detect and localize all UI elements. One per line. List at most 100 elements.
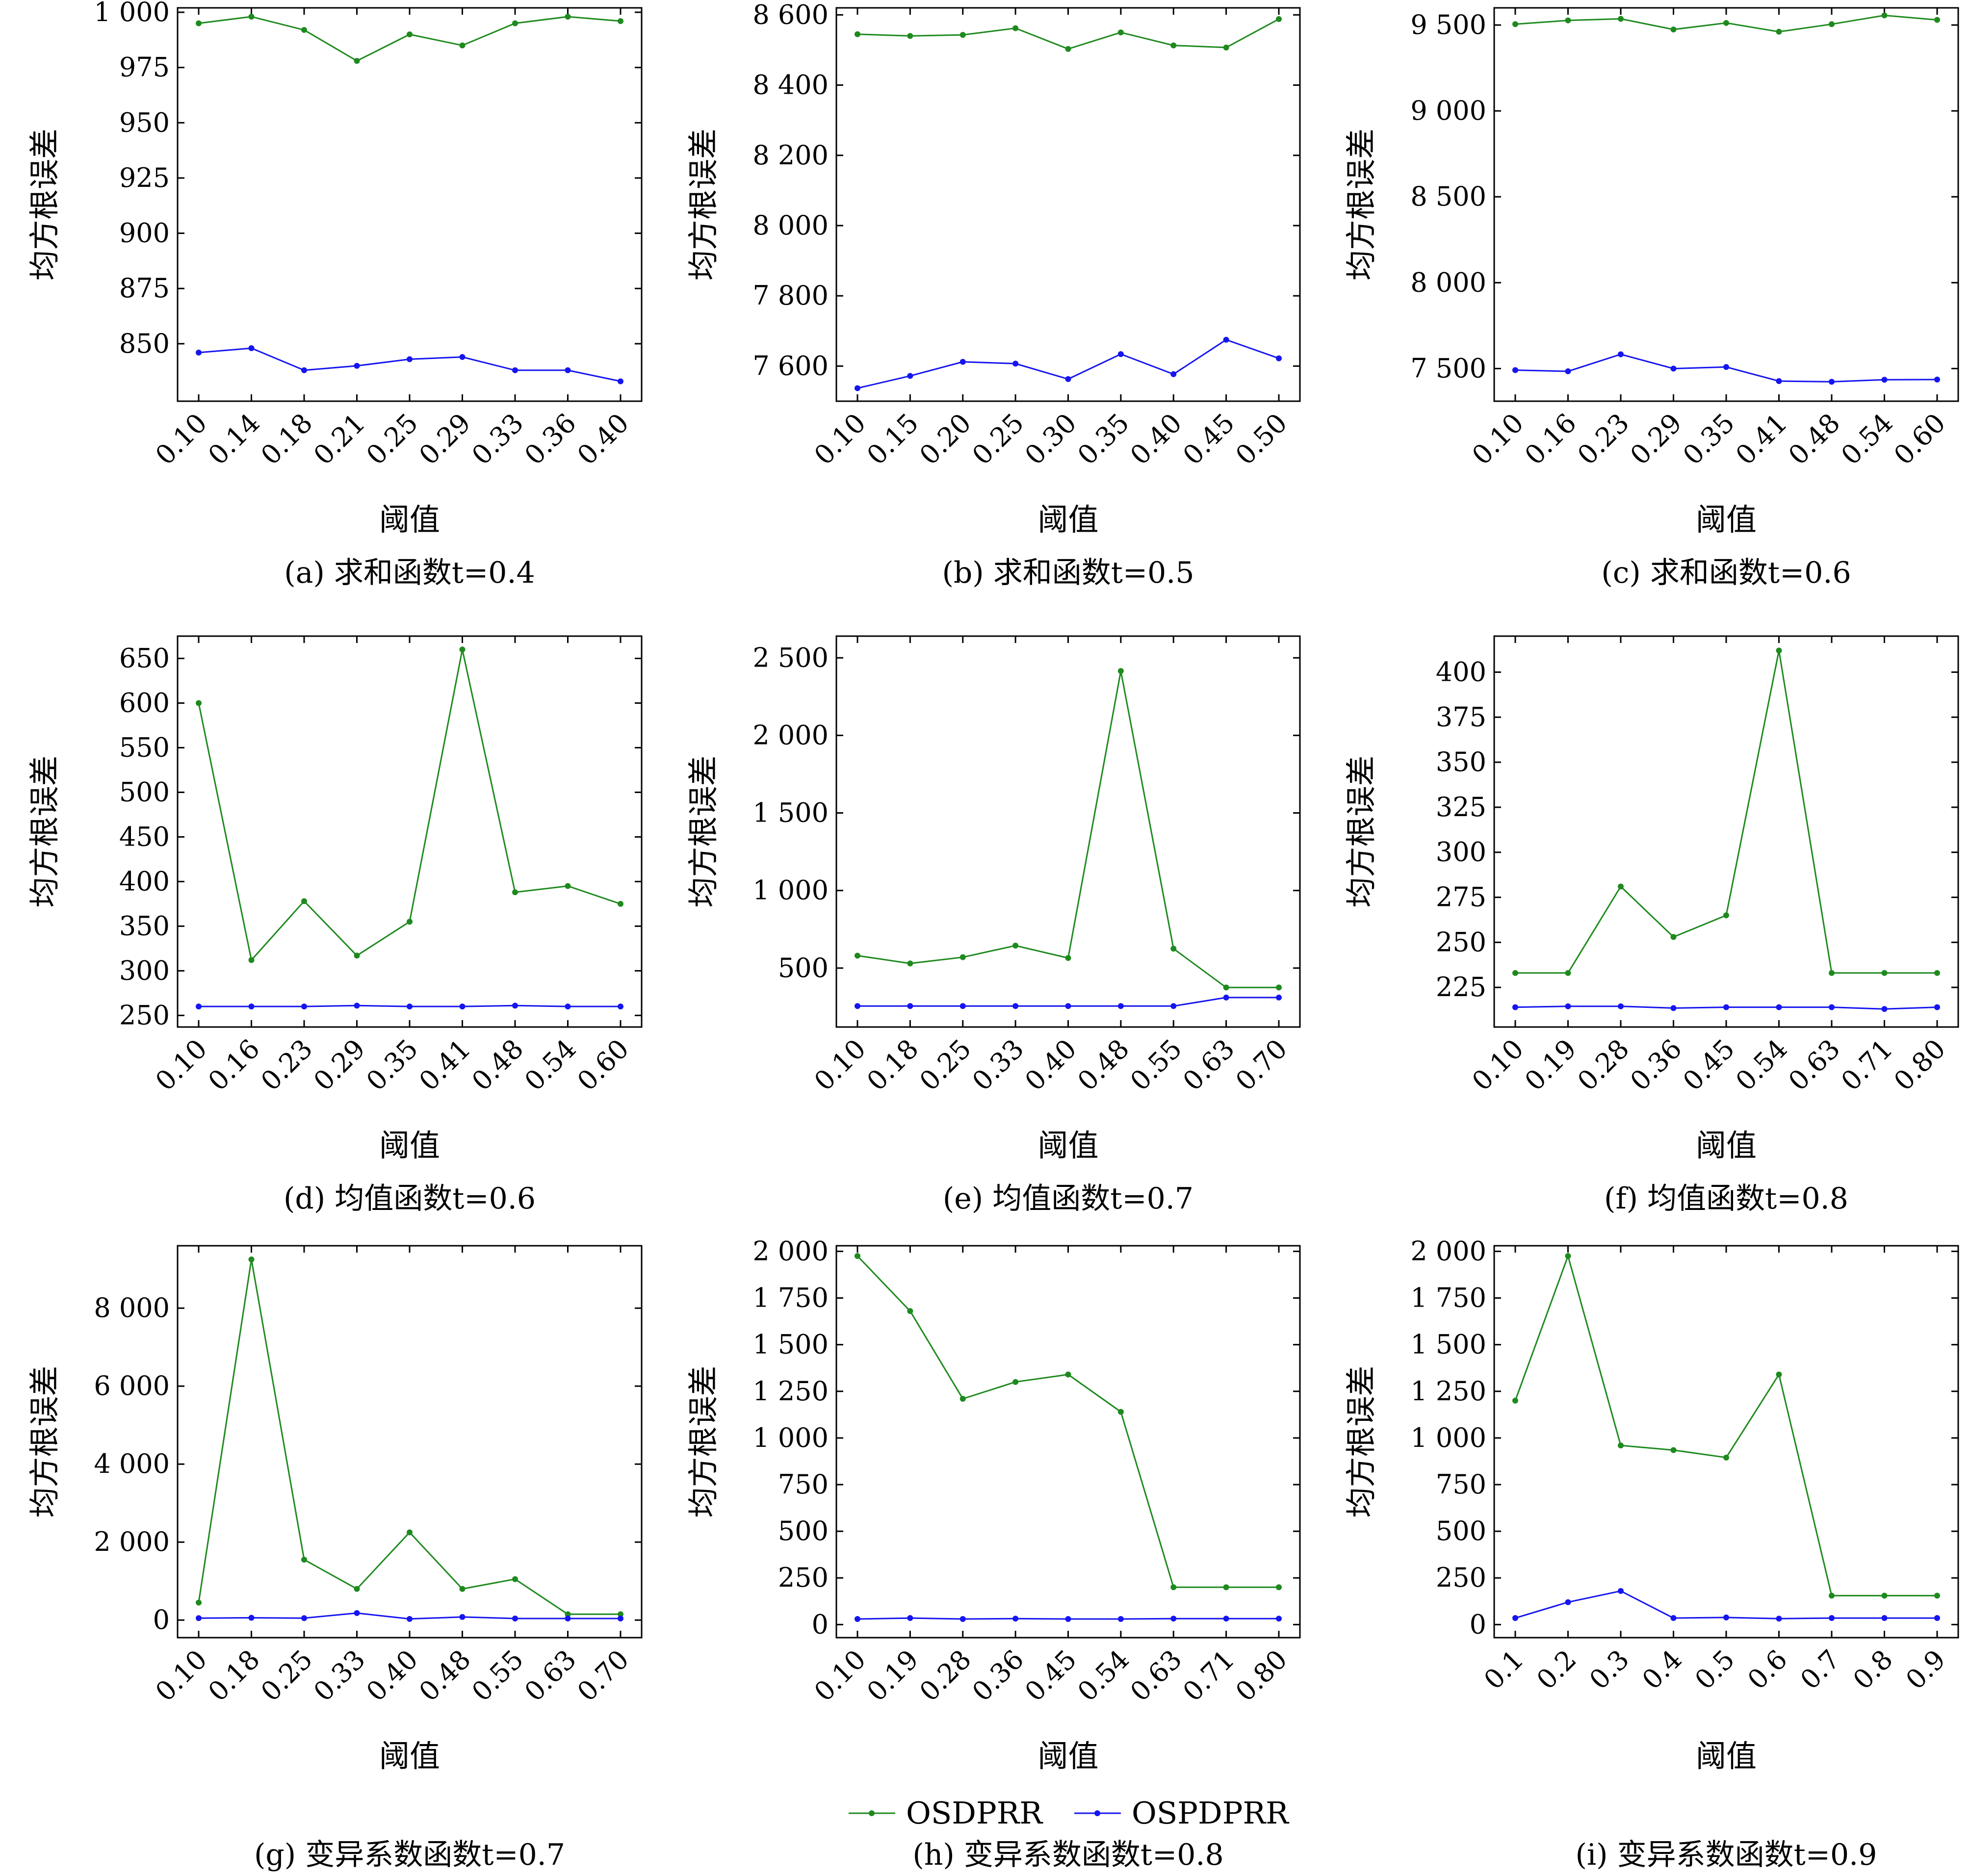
data-point-ospdprr (1618, 1003, 1624, 1009)
data-point-ospdprr (512, 1616, 518, 1622)
y-tick-label: 8 000 (752, 210, 829, 241)
data-point-osdprr (301, 898, 307, 904)
data-point-ospdprr (618, 378, 623, 385)
x-tick-label: 0.63 (518, 1644, 582, 1708)
y-axis-label: 均方根误差 (685, 1365, 721, 1517)
y-tick-label: 2 000 (1410, 1235, 1486, 1266)
data-point-osdprr (1934, 1593, 1940, 1599)
x-tick-label: 0.23 (255, 1033, 319, 1097)
data-point-ospdprr (354, 362, 360, 369)
y-tick-label: 350 (119, 910, 170, 941)
data-point-ospdprr (1512, 367, 1518, 373)
y-tick-label: 900 (119, 218, 170, 249)
x-tick-label: 0.10 (150, 1644, 213, 1708)
data-point-ospdprr (459, 1003, 466, 1010)
series-line-osdprr (857, 18, 1279, 50)
x-tick-label: 0.70 (571, 1644, 635, 1708)
data-point-osdprr (1565, 970, 1571, 976)
legend-label-ospdprr: OSPDPRR (1132, 1795, 1290, 1831)
data-point-osdprr (1881, 970, 1888, 976)
x-tick-label: 0.18 (861, 1033, 925, 1097)
y-tick-label: 1 250 (752, 1376, 829, 1407)
y-tick-label: 8 200 (752, 140, 829, 171)
x-tick-label: 0.7 (1794, 1644, 1846, 1696)
data-point-ospdprr (1276, 994, 1282, 1001)
data-point-osdprr (1223, 44, 1229, 51)
data-point-osdprr (1881, 12, 1888, 19)
data-point-osdprr (196, 700, 202, 706)
y-tick-label: 1 500 (752, 1329, 829, 1360)
x-tick-label: 0.54 (1835, 408, 1899, 471)
x-tick-label: 0.55 (1124, 1033, 1188, 1097)
series-line-osdprr (198, 649, 621, 962)
y-axis-label: 均方根误差 (1343, 128, 1379, 281)
x-tick-label: 0.29 (1624, 408, 1688, 471)
y-tick-label: 2 000 (752, 1235, 829, 1266)
x-tick-label: 0.63 (1783, 1033, 1846, 1097)
data-point-osdprr (1065, 955, 1071, 961)
y-tick-label: 8 000 (94, 1292, 170, 1323)
x-tick-label: 0.10 (1466, 1033, 1530, 1097)
data-point-ospdprr (1117, 1616, 1124, 1622)
x-tick-label: 0.80 (1888, 1033, 1952, 1097)
y-tick-label: 450 (119, 821, 170, 852)
data-point-osdprr (907, 960, 913, 967)
data-point-ospdprr (1565, 368, 1571, 375)
y-tick-label: 6 000 (94, 1370, 170, 1401)
x-tick-label: 0.1 (1478, 1644, 1529, 1696)
series-line-osdprr (857, 670, 1279, 988)
data-point-ospdprr (1012, 1616, 1019, 1622)
data-point-ospdprr (959, 1616, 966, 1622)
data-point-ospdprr (1934, 1615, 1940, 1621)
y-tick-label: 7 500 (1410, 353, 1486, 384)
y-tick-label: 9 500 (1410, 9, 1486, 40)
data-point-osdprr (1776, 28, 1782, 35)
x-tick-label: 0.10 (808, 1033, 872, 1097)
data-point-ospdprr (1618, 351, 1624, 358)
x-tick-label: 0.10 (808, 1644, 872, 1708)
x-tick-label: 0.36 (966, 1644, 1030, 1708)
data-point-ospdprr (248, 1003, 255, 1010)
data-point-ospdprr (1512, 1615, 1518, 1621)
data-point-osdprr (407, 31, 413, 38)
y-axis-label: 均方根误差 (685, 128, 721, 281)
chart-panel: 225 250 275 300 325 350 375 400 0.100.190.280.36… (1343, 635, 1959, 1216)
x-axis-label: 阈值 (1037, 1738, 1098, 1774)
x-axis-label: 阈值 (1037, 1128, 1098, 1163)
data-point-ospdprr (1117, 1003, 1124, 1009)
y-tick-label: 400 (1436, 656, 1486, 687)
data-point-osdprr (1723, 912, 1729, 919)
y-tick-label: 1 000 (752, 1422, 829, 1453)
y-tick-label: 500 (1436, 1516, 1486, 1546)
x-tick-label: 0.54 (518, 1033, 582, 1097)
plot-frame (835, 7, 1301, 402)
data-point-ospdprr (407, 1003, 413, 1010)
x-tick-label: 0.18 (255, 408, 319, 471)
data-point-ospdprr (1723, 364, 1729, 370)
x-tick-label: 0.41 (413, 1033, 477, 1097)
y-tick-label: 750 (778, 1469, 829, 1500)
data-point-ospdprr (1723, 1614, 1729, 1620)
legend-label-osdprr: OSDPRR (906, 1795, 1043, 1831)
data-point-ospdprr (1829, 1615, 1835, 1621)
data-point-osdprr (1723, 1454, 1729, 1461)
chart-caption: (a) 求和函数t=0.4 (284, 556, 535, 590)
x-tick-label: 0.48 (1072, 1033, 1136, 1097)
y-tick-label: 600 (119, 687, 170, 718)
plot-frame (177, 7, 643, 402)
data-point-osdprr (1065, 46, 1071, 52)
data-point-ospdprr (1065, 1003, 1071, 1009)
data-point-ospdprr (1223, 994, 1229, 1001)
y-tick-label: 7 800 (752, 280, 829, 311)
data-point-osdprr (565, 883, 571, 889)
series-line-osdprr (1515, 650, 1937, 974)
x-tick-label: 0.3 (1583, 1644, 1635, 1696)
data-point-ospdprr (1670, 1005, 1677, 1011)
y-tick-label: 225 (1436, 972, 1486, 1002)
y-tick-label: 1 250 (1410, 1376, 1486, 1407)
data-point-osdprr (618, 900, 623, 907)
data-point-ospdprr (459, 354, 466, 360)
y-tick-label: 1 750 (752, 1283, 829, 1313)
data-point-ospdprr (301, 1615, 307, 1621)
